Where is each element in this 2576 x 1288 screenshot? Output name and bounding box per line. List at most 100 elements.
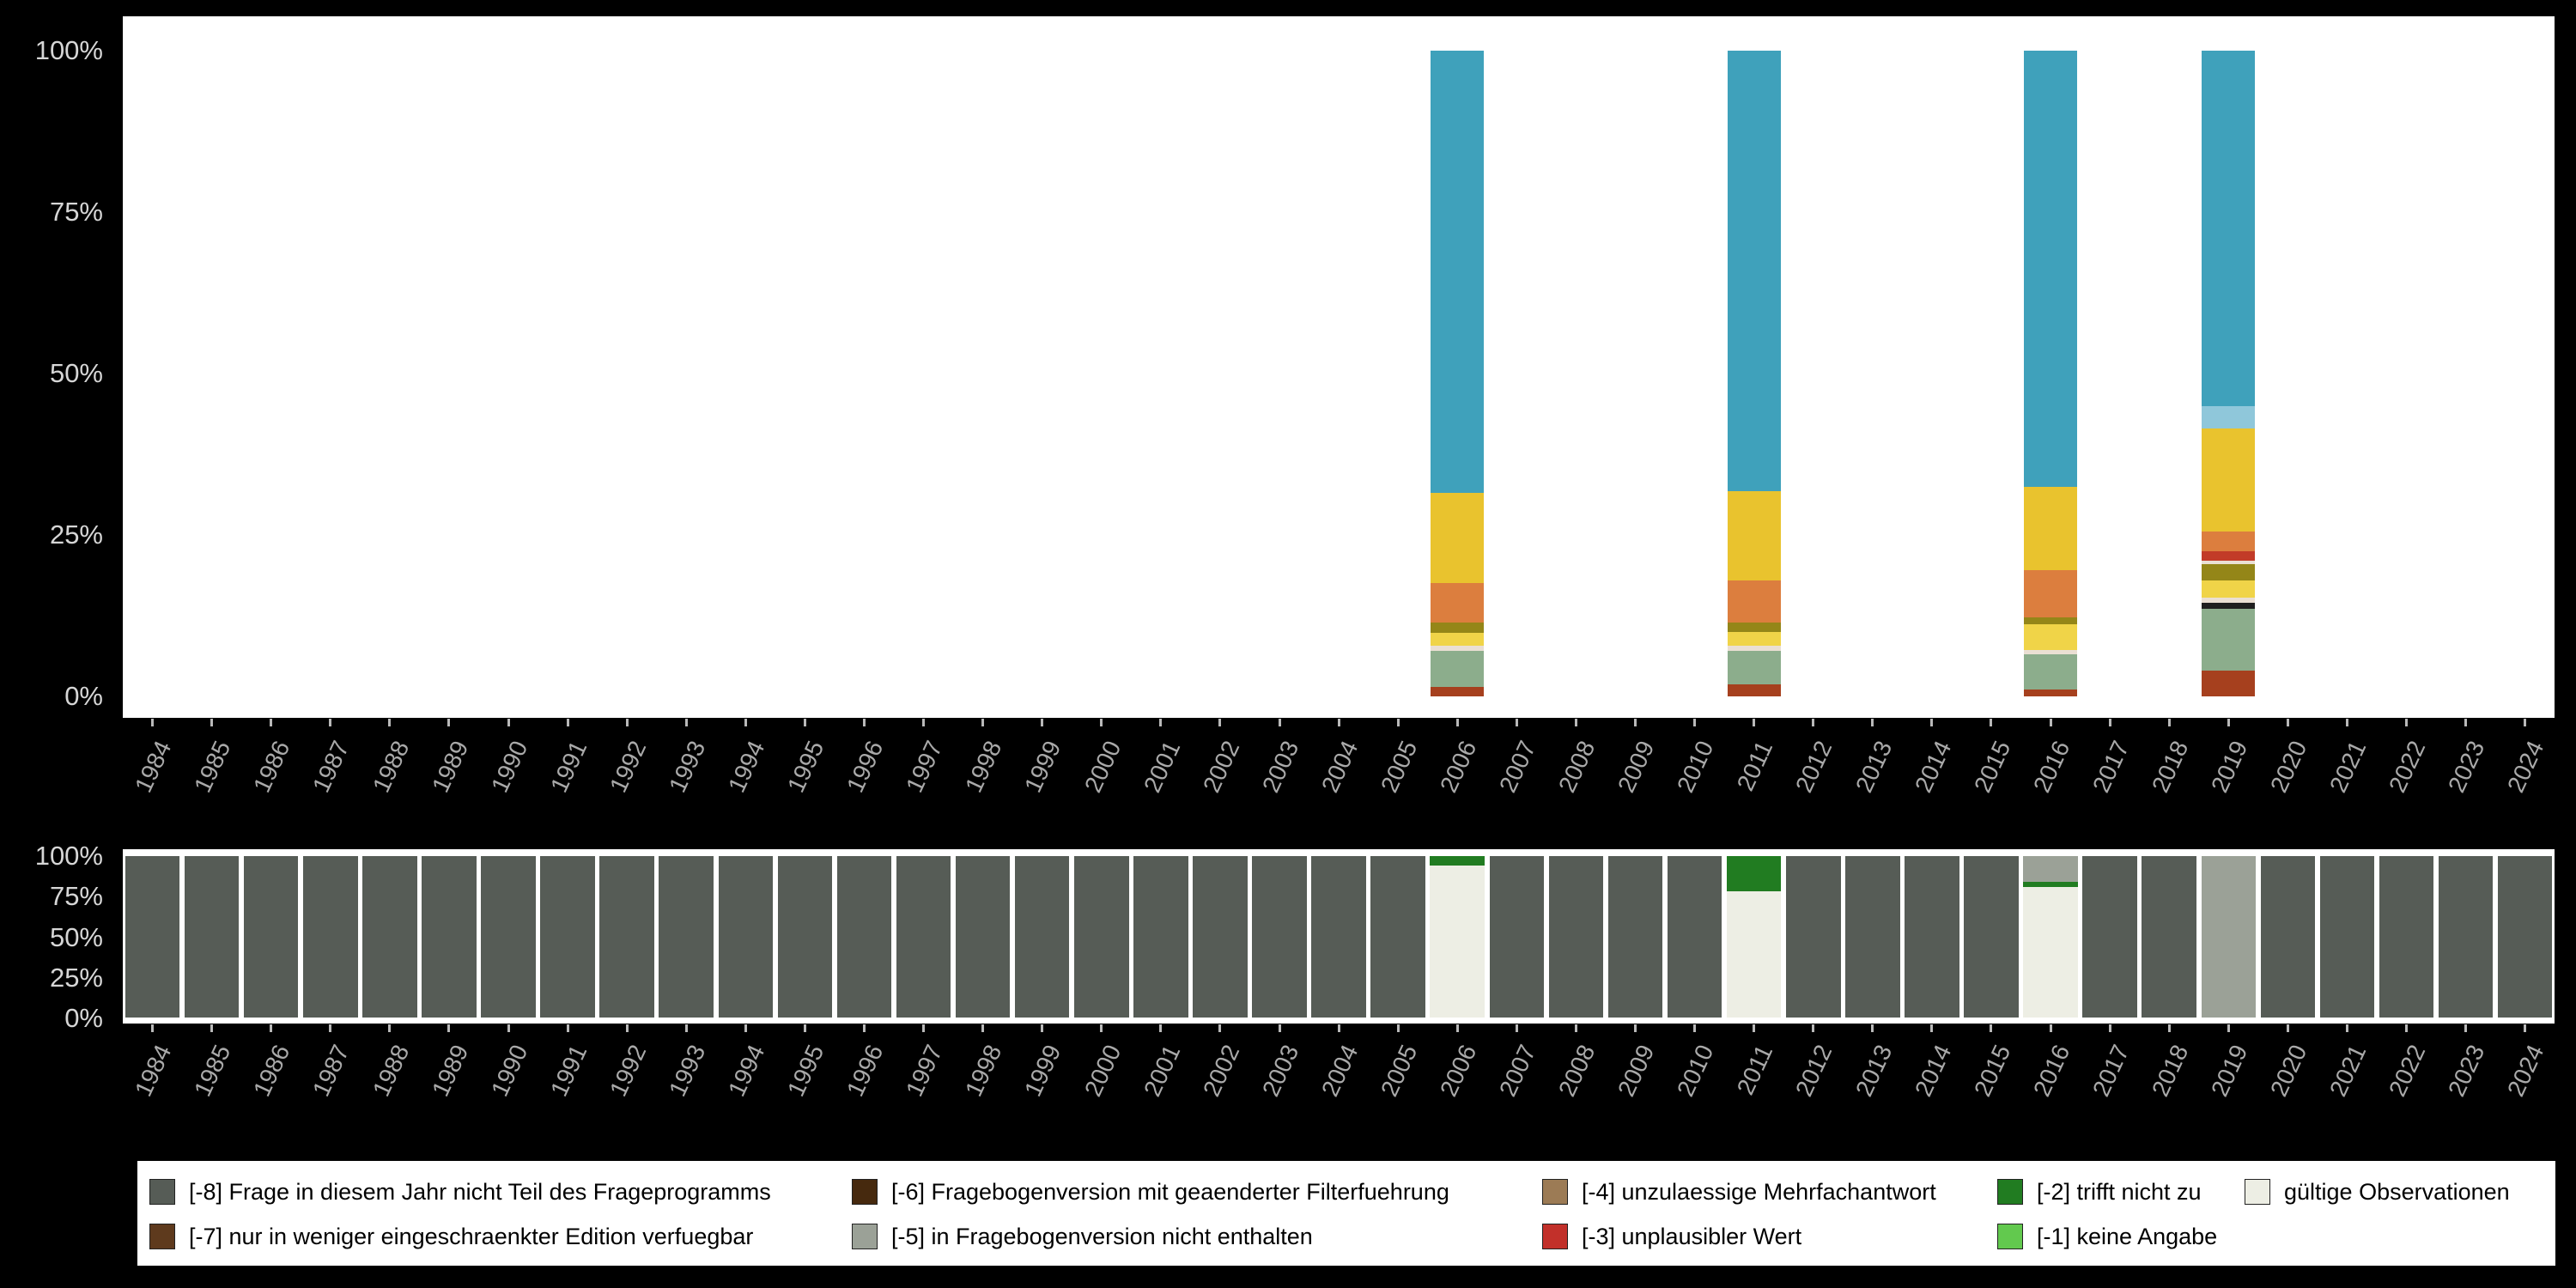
x-tick	[123, 1024, 182, 1032]
x-tick-label: 1987	[307, 1041, 355, 1101]
x-tick-label: 2016	[2027, 737, 2075, 797]
bar-slot-2016	[2021, 856, 2081, 1018]
bar-segment--2	[1726, 856, 1782, 892]
x-tick	[2436, 1024, 2495, 1032]
bar-slot-1998	[953, 856, 1012, 1018]
x-tick	[1665, 719, 1724, 726]
bar-segment--8	[896, 856, 951, 1018]
x-tick-label: 1998	[960, 1041, 1007, 1101]
x-tick-label: 1995	[782, 737, 829, 797]
bar-2019	[2202, 51, 2256, 696]
bar-2006	[1430, 856, 1485, 1018]
x-tick-mark	[1337, 719, 1340, 726]
x-tick-mark	[1041, 1024, 1044, 1032]
legend-item--5: [-5] in Fragebogenversion nicht enthalte…	[852, 1221, 1313, 1252]
bar-segment--8	[718, 856, 774, 1018]
x-tick-slot: 2006	[1428, 730, 1487, 841]
bar-segment-brick	[1727, 684, 1781, 696]
bar-segment-pale	[1431, 646, 1485, 652]
x-tick-slot: 2008	[1546, 1034, 1606, 1145]
x-tick-slot: 1991	[538, 1034, 598, 1145]
x-tick	[1428, 1024, 1487, 1032]
x-tick-slot: 2014	[1902, 730, 1961, 841]
x-tick-slot: 2010	[1665, 1034, 1724, 1145]
x-tick-label: 2021	[2324, 1041, 2372, 1101]
x-tick-slot: 1990	[478, 1034, 538, 1145]
x-tick-label: 2024	[2502, 1041, 2549, 1101]
x-tick-slot: 2009	[1606, 1034, 1665, 1145]
x-tick-slot: 2022	[2377, 1034, 2436, 1145]
x-tick-mark	[862, 1024, 866, 1032]
bar-segment-yellow	[1727, 631, 1781, 647]
bar-slot-2003	[1249, 856, 1309, 1018]
x-tick-slot: 1994	[716, 1034, 775, 1145]
x-tick-label: 1989	[426, 737, 474, 797]
x-tick	[894, 1024, 953, 1032]
x-tick-mark	[2286, 1024, 2289, 1032]
x-tick-label: 2005	[1375, 737, 1423, 797]
x-tick-label: 2018	[2146, 737, 2194, 797]
x-tick-label: 2001	[1138, 737, 1185, 797]
x-tick-label: 2011	[1732, 1041, 1778, 1099]
x-tick-mark	[1337, 1024, 1340, 1032]
bar-slot-2000	[1072, 856, 1131, 1018]
bar-segment-brick	[2202, 670, 2256, 696]
x-tick-label: 1991	[544, 1041, 592, 1101]
x-tick-mark	[329, 719, 332, 726]
x-tick-mark	[2464, 1024, 2468, 1032]
x-tick	[598, 1024, 657, 1032]
x-tick-label: 1999	[1019, 737, 1066, 797]
bar-segment--8	[2082, 856, 2137, 1018]
bar-2015	[1964, 856, 2019, 1018]
x-tick	[1546, 1024, 1606, 1032]
x-tick-slot: 1990	[478, 730, 538, 841]
x-tick-mark	[270, 719, 273, 726]
bar-slot-2011	[1724, 51, 1783, 696]
x-tick-slot: 2015	[1961, 1034, 2020, 1145]
bar-segment--8	[1607, 856, 1663, 1018]
bottom-chart-x-axis: 1984 1985 1986 1987 1988 1989 1990 1991 1992 1993…	[123, 1034, 2555, 1145]
x-tick-mark	[329, 1024, 332, 1032]
bar-segment--8	[1252, 856, 1307, 1018]
x-tick-mark	[2345, 1024, 2348, 1032]
x-tick-mark	[507, 1024, 510, 1032]
bar-segment-darkred	[2202, 550, 2256, 562]
x-tick-label: 2002	[1197, 737, 1245, 797]
bar-slot-1987	[301, 51, 360, 696]
bar-slot-2010	[1665, 51, 1724, 696]
bar-slot-2005	[1369, 856, 1428, 1018]
x-tick-slot: 1997	[894, 730, 953, 841]
bar-2013	[1845, 856, 1900, 1018]
x-tick	[182, 719, 241, 726]
bar-2007	[1489, 856, 1545, 1018]
x-tick-label: 2010	[1672, 737, 1719, 797]
bar-slot-2019	[2199, 51, 2258, 696]
x-tick	[1606, 1024, 1665, 1032]
x-tick-label: 2013	[1850, 737, 1897, 797]
x-tick-label: 2009	[1613, 737, 1660, 797]
bar-segment--8	[481, 856, 536, 1018]
x-tick	[1843, 1024, 1902, 1032]
legend-label: [-4] unzulaessige Mehrfachantwort	[1582, 1178, 1936, 1205]
x-tick-mark	[2405, 719, 2408, 726]
x-tick	[2258, 719, 2318, 726]
x-tick-label: 2022	[2384, 1041, 2431, 1101]
legend-swatch--6	[852, 1179, 878, 1205]
x-tick	[953, 1024, 1012, 1032]
x-tick-mark	[1218, 1024, 1222, 1032]
x-tick-mark	[2464, 719, 2468, 726]
x-tick-slot: 2011	[1724, 730, 1783, 841]
x-tick	[2140, 1024, 2199, 1032]
x-tick-label: 2021	[2324, 737, 2372, 797]
x-tick-mark	[1218, 719, 1222, 726]
x-tick-label: 2007	[1494, 737, 1541, 797]
bar-segment-sage	[2023, 654, 2078, 690]
x-tick-mark	[210, 719, 214, 726]
x-tick-label: 2018	[2146, 1041, 2194, 1101]
top-chart-y-axis: 100% 75% 50% 25% 0%	[0, 35, 113, 711]
bar-slot-1992	[598, 856, 657, 1018]
x-tick-slot: 2020	[2258, 730, 2318, 841]
bar-slot-1997	[894, 856, 953, 1018]
bar-2011	[1726, 856, 1782, 1018]
bar-1985	[184, 856, 240, 1018]
